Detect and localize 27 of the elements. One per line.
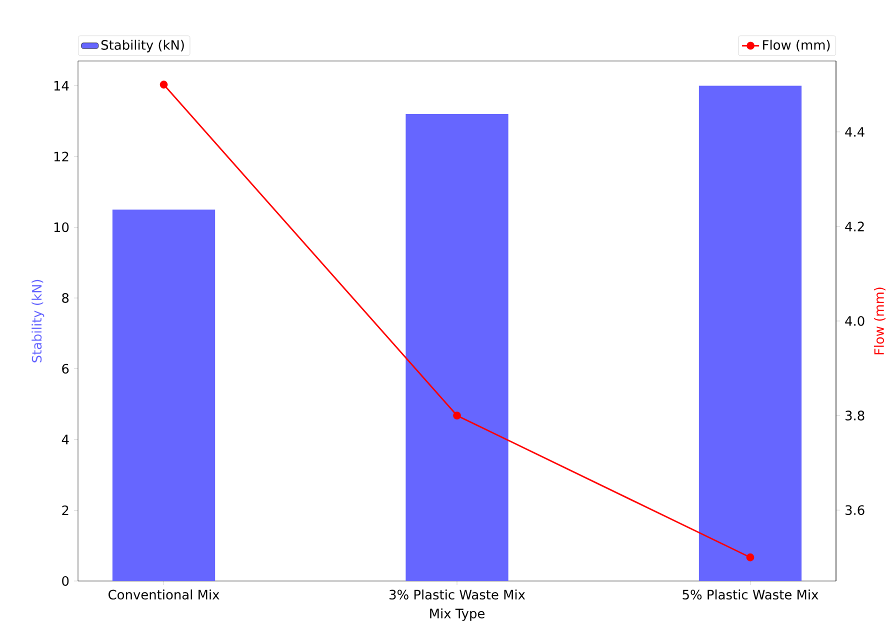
bar [112, 210, 216, 581]
y-tick-label: 4 [62, 434, 69, 444]
point [453, 412, 461, 420]
x-tick-label: Conventional Mix [108, 590, 220, 600]
y-axis-title: Stability (kN) [32, 280, 44, 362]
y-tick-label: 12 [54, 152, 68, 162]
legend-label: Stability (kN) [101, 40, 184, 52]
bar [698, 86, 802, 581]
y2-tick-label: 4.2 [845, 222, 864, 232]
point [160, 80, 168, 89]
y2-tick-label: 3.6 [846, 505, 864, 515]
x-axis-title: Mix Type [430, 608, 484, 621]
y2-tick-label: 4.4 [845, 127, 864, 137]
y-tick-label: 14 [54, 81, 69, 90]
x-tick-label: 5% Plastic Waste Mix [682, 590, 818, 600]
y2-tick-label: 4.0 [845, 316, 864, 326]
legend-label: Flow (mm) [763, 40, 830, 52]
y-tick-label: 6 [62, 364, 69, 374]
y-tick-label: 8 [62, 293, 69, 303]
y-tick-label: 10 [54, 222, 69, 232]
y-tick-label: 0 [62, 576, 69, 586]
y-tick-label: 2 [62, 505, 68, 516]
y2-axis-title: Flow (mm) [874, 288, 886, 354]
point [746, 553, 754, 562]
x-tick-label: 3% Plastic Waste Mix [390, 590, 526, 600]
bar [406, 114, 508, 581]
y2-tick-label: 3.8 [846, 410, 864, 420]
